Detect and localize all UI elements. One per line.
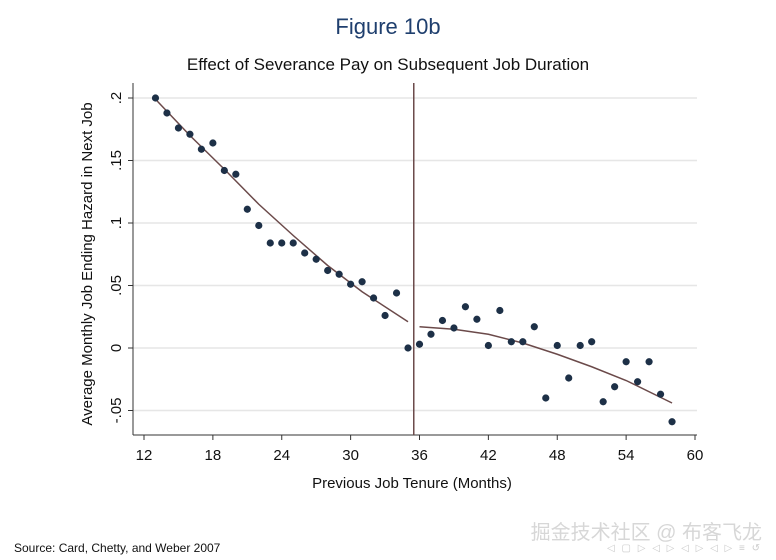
data-point — [347, 280, 355, 288]
data-point — [335, 270, 343, 278]
data-point — [496, 306, 504, 315]
x-axis-label: Previous Job Tenure (Months) — [312, 475, 512, 492]
x-tick-label: 48 — [549, 447, 566, 464]
data-point — [278, 239, 286, 247]
data-point — [473, 315, 481, 323]
y-tick-label: .15 — [108, 150, 125, 171]
x-tick-label: 12 — [136, 447, 153, 464]
data-point — [301, 249, 309, 257]
y-tick-label: 0 — [108, 344, 125, 352]
data-point — [576, 341, 584, 350]
y-tick-label: -.05 — [108, 398, 125, 424]
x-tick-label: 42 — [480, 447, 497, 464]
data-point — [381, 311, 389, 320]
y-tick-label: .2 — [108, 92, 125, 105]
data-point — [507, 338, 515, 346]
y-tick-label: .1 — [108, 217, 125, 230]
data-point — [232, 170, 240, 178]
data-point — [266, 239, 274, 247]
x-tick-label: 60 — [687, 447, 704, 464]
data-point — [174, 124, 183, 132]
data-point — [415, 340, 424, 348]
source-note: Source: Card, Chetty, and Weber 2007 — [14, 541, 221, 555]
data-point — [645, 358, 653, 366]
x-tick-label: 30 — [342, 447, 359, 464]
y-axis-label: Average Monthly Job Ending Hazard in Nex… — [79, 102, 96, 425]
data-point — [151, 94, 160, 102]
data-point — [209, 139, 217, 147]
x-tick-label: 18 — [205, 447, 222, 464]
figure-title: Figure 10b — [335, 14, 441, 39]
data-point — [519, 338, 527, 346]
data-point — [450, 324, 458, 332]
data-point — [656, 390, 665, 398]
data-point — [530, 323, 538, 331]
data-point — [461, 303, 470, 311]
x-tick-label: 54 — [618, 447, 635, 464]
data-point — [542, 394, 550, 402]
data-point — [553, 341, 561, 350]
data-point — [392, 289, 401, 297]
fit-right-line — [419, 326, 673, 404]
data-point — [438, 316, 447, 325]
data-point — [243, 205, 251, 213]
data-point — [312, 255, 320, 263]
data-point — [255, 221, 263, 230]
watermark: 掘金技术社区 @ 布客飞龙 — [530, 522, 762, 544]
fit-left-line — [154, 98, 409, 323]
data-point — [197, 145, 205, 153]
data-point — [404, 344, 412, 352]
data-point — [611, 383, 619, 391]
plot-area — [133, 83, 697, 435]
data-point — [220, 166, 228, 175]
x-tick-label: 24 — [273, 447, 290, 464]
slide-navigation[interactable]: ◁ ▢ ▷ ◁ ▷ ◁ ▷ ◁ ▷ ≡ ↺ — [607, 543, 762, 554]
data-point — [622, 358, 630, 366]
data-point — [599, 398, 607, 406]
data-point — [186, 130, 194, 138]
data-point — [484, 341, 492, 350]
data-point — [324, 266, 332, 275]
data-point — [358, 278, 366, 286]
chart-title: Effect of Severance Pay on Subsequent Jo… — [186, 55, 590, 74]
data-point — [565, 374, 573, 382]
data-point — [163, 109, 171, 117]
data-point — [634, 378, 642, 386]
data-point — [588, 338, 596, 346]
data-point — [289, 239, 297, 247]
data-point — [668, 418, 676, 426]
data-point — [427, 330, 435, 338]
y-tick-label: .05 — [108, 275, 125, 296]
x-tick-label: 36 — [411, 447, 428, 464]
data-point — [369, 294, 378, 302]
